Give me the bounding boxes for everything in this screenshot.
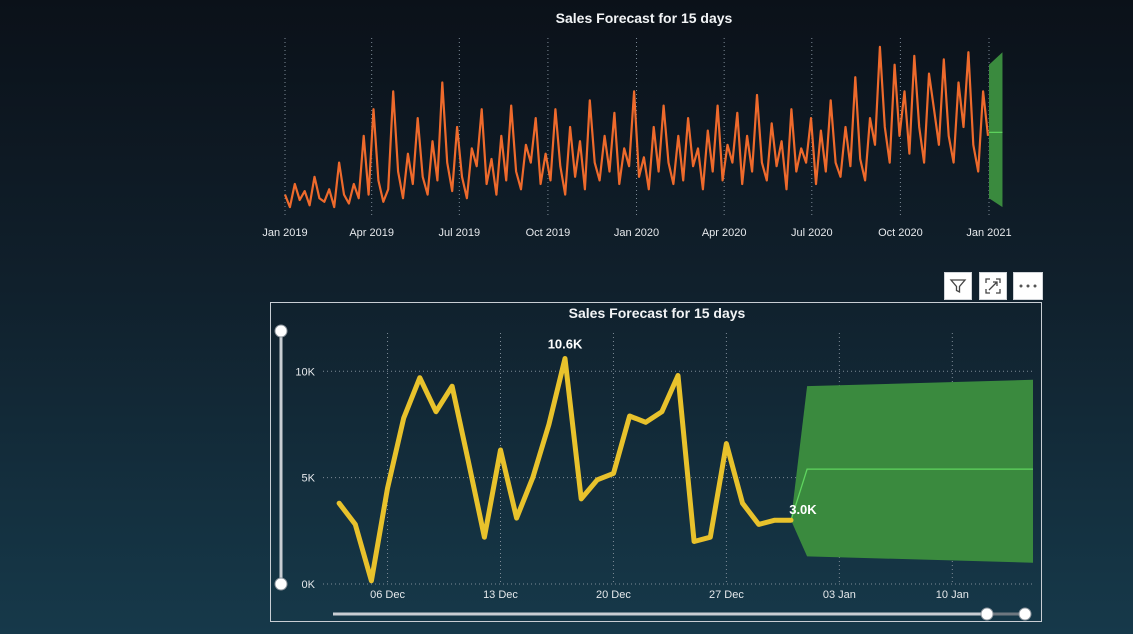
forecast-line [790,468,1033,521]
y-tick-label: 5K [302,473,316,485]
top-line-chart[interactable]: Jan 2019 Apr 2019 Jul 2019 Oct 2019 Jan 2020… [255,28,1025,250]
data-label: 3.0K [789,502,817,517]
bottom-visual-container[interactable]: Sales Forecast for 15 days 0K 5K 10K 06 Dec… [270,302,1042,622]
forecast-band [790,379,1033,563]
x-tick-label: 10 Jan [936,589,969,601]
x-tick-label: Jul 2020 [791,227,833,239]
x-tick-label: Jan 2019 [262,227,307,239]
more-options-icon [1019,284,1037,288]
x-tick-label: 13 Dec [483,589,518,601]
x-zoom-slider-handle-right[interactable] [1018,607,1032,621]
x-tick-label: 20 Dec [596,589,631,601]
x-tick-label: Apr 2020 [702,227,747,239]
history-series-line [283,45,990,209]
data-label: 10.6K [548,337,583,352]
y-zoom-slider-handle-bottom[interactable] [274,577,288,591]
x-tick-label: Oct 2019 [526,227,571,239]
y-tick-label: 10K [295,366,315,378]
x-tick-label: Apr 2019 [349,227,394,239]
x-tick-label: Jul 2019 [439,227,481,239]
x-tick-label: Oct 2020 [878,227,923,239]
x-zoom-slider-handle-left[interactable] [980,607,994,621]
x-tick-label: 03 Jan [823,589,856,601]
history-series-line [336,356,794,584]
x-tick-label: Jan 2020 [614,227,659,239]
x-tick-label: 27 Dec [709,589,744,601]
x-tick-label: Jan 2021 [966,227,1011,239]
more-options-button[interactable] [1013,272,1043,300]
bottom-chart-title: Sales Forecast for 15 days [568,305,746,321]
y-zoom-slider-handle-top[interactable] [274,324,288,338]
filter-button[interactable] [944,272,972,300]
x-tick-label: 06 Dec [370,589,405,601]
focus-mode-button[interactable] [979,272,1007,300]
top-chart-title: Sales Forecast for 15 days [555,10,733,26]
filter-icon [949,279,967,294]
focus-mode-icon [985,278,1001,294]
bottom-line-chart[interactable]: 0K 5K 10K 06 Dec 13 Dec 20 Dec 27 Dec 03 Jan 10 … [271,303,1041,621]
y-tick-label: 0K [302,579,316,591]
forecast-band [989,52,1003,208]
